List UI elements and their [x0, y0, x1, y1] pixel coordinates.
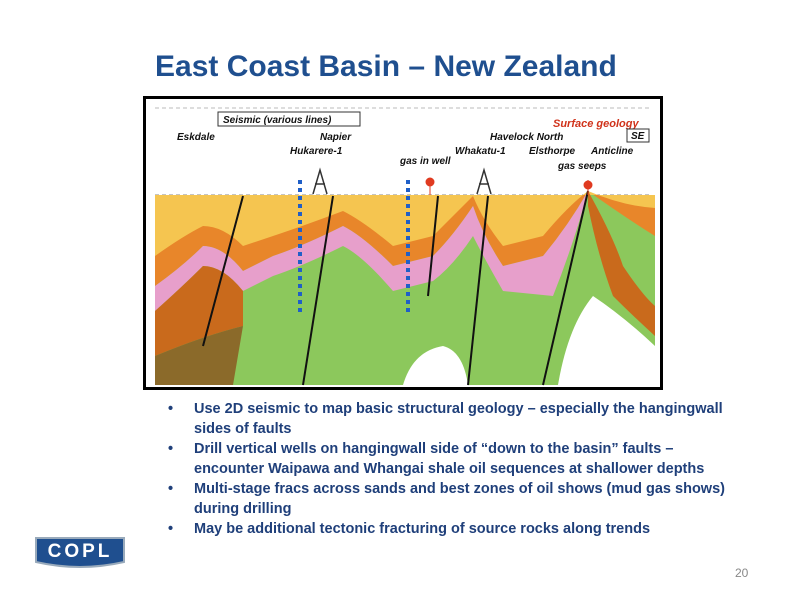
figure-label: Eskdale [177, 132, 215, 143]
cross-section: Seismic (various lines) Surface geology … [143, 96, 663, 390]
page-number: 20 [735, 566, 749, 580]
figure-label: Napier [320, 132, 352, 143]
figure-label: Havelock North [490, 132, 563, 143]
bullet: May be additional tectonic fracturing of… [168, 520, 728, 540]
figure-label: Seismic (various lines) [223, 115, 332, 126]
logo-text: COPL [48, 541, 113, 562]
logo: COPL [35, 537, 125, 568]
bullet: Multi-stage fracs across sands and best … [168, 480, 728, 519]
figure-label: gas seeps [557, 161, 607, 172]
figure-label: Surface geology [553, 118, 639, 130]
figure-label: Whakatu-1 [455, 146, 506, 157]
slide-title: East Coast Basin – New Zealand [155, 50, 617, 83]
figure-label: SE [631, 131, 645, 142]
bullet-list: Use 2D seismic to map basic structural g… [168, 400, 728, 541]
figure-label: Anticline [590, 146, 634, 157]
figure-label: gas in well [399, 156, 451, 167]
figure-label: Hukarere-1 [290, 146, 343, 157]
bullet: Use 2D seismic to map basic structural g… [168, 400, 728, 439]
bullet: Drill vertical wells on hangingwall side… [168, 440, 728, 479]
figure-label: Elsthorpe [529, 146, 576, 157]
